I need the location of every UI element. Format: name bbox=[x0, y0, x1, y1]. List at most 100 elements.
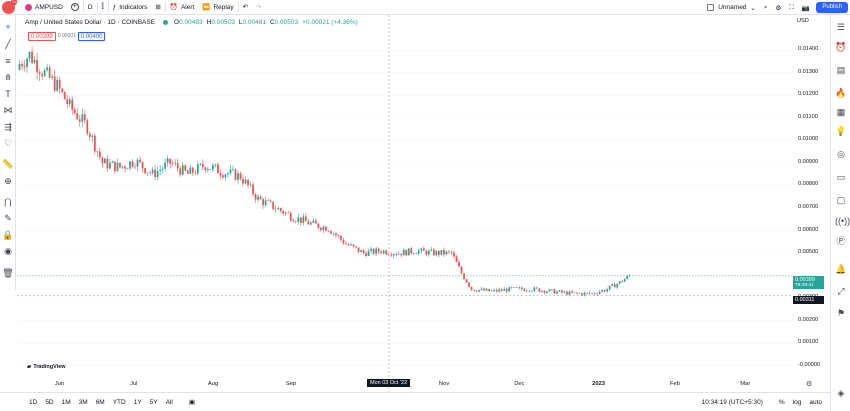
goto-date-button[interactable]: ▣ bbox=[185, 398, 199, 406]
notifications-icon[interactable]: ▢ bbox=[836, 195, 846, 205]
publish-button[interactable]: Publish bbox=[816, 2, 848, 13]
alerts-clock-icon[interactable]: ⏰ bbox=[835, 42, 847, 52]
axis-settings-gear-icon[interactable]: ⚙ bbox=[806, 381, 813, 388]
time-axis[interactable]: Mon 03 Oct '22 Jun Jul Aug Sep Nov Dec 2023 Feb… bbox=[17, 378, 793, 392]
range-button-5y[interactable]: 5Y bbox=[149, 398, 158, 406]
trend-line-icon[interactable]: ╱ bbox=[5, 39, 11, 49]
range-button-ytd[interactable]: YTD bbox=[112, 398, 126, 406]
interval-button[interactable]: D bbox=[84, 0, 97, 15]
candle-body bbox=[578, 293, 581, 294]
horizontal-lines-icon[interactable]: ≡ bbox=[5, 56, 11, 66]
range-button-1y[interactable]: 1Y bbox=[133, 398, 142, 406]
fullscreen-button[interactable]: ⛶ bbox=[785, 0, 798, 15]
symbol-search[interactable]: AMPUSD bbox=[21, 0, 67, 15]
range-buttons: 1D 5D 1M 3M 6M YTD 1Y 5Y All bbox=[25, 399, 177, 406]
crosshair-icon[interactable]: + bbox=[5, 22, 11, 32]
forecast-icon[interactable]: ⇶ bbox=[4, 122, 12, 132]
layout-name-dropdown[interactable]: Unnamed ⌄ bbox=[703, 0, 760, 15]
replay-button[interactable]: ⏪ Replay bbox=[198, 0, 237, 15]
watchlist-icon[interactable]: ☰ bbox=[836, 22, 846, 32]
user-avatar[interactable]: 11 bbox=[2, 0, 17, 14]
candle-body bbox=[63, 91, 66, 100]
timezone-clock[interactable]: 10:34:19 (UTC+5:30) bbox=[701, 399, 763, 406]
auto-toggle[interactable]: auto bbox=[809, 399, 822, 406]
candle-body bbox=[410, 248, 413, 254]
quick-search-button[interactable]: ⌕ bbox=[760, 0, 772, 15]
candle-body bbox=[500, 289, 503, 291]
buy-button[interactable]: 0.00400 bbox=[77, 32, 106, 41]
heart-icon[interactable]: ♡ bbox=[3, 138, 13, 148]
candle-body bbox=[307, 221, 310, 225]
range-button-1d[interactable]: 1D bbox=[29, 398, 38, 406]
candle-body bbox=[357, 247, 360, 252]
trading-panel-icon[interactable]: ⤢ bbox=[837, 286, 845, 296]
range-button-1m[interactable]: 1M bbox=[61, 398, 71, 406]
streams-icon[interactable]: ◎ bbox=[837, 149, 845, 159]
candle-body bbox=[156, 170, 159, 177]
sell-button[interactable]: 0.00399 bbox=[28, 32, 56, 41]
candle-body bbox=[141, 161, 144, 169]
signal-icon[interactable]: ((•)) bbox=[835, 216, 850, 226]
indicators-button[interactable]: ƒ Indicators bbox=[109, 0, 152, 15]
time-tick-label: Jul bbox=[130, 381, 138, 387]
candle-body bbox=[490, 290, 493, 292]
pitchfork-icon[interactable]: ⋔ bbox=[4, 72, 12, 82]
candle-body bbox=[299, 217, 302, 223]
trash-icon[interactable]: 🗑 bbox=[2, 268, 14, 278]
redo-button[interactable]: ↷ bbox=[252, 0, 265, 15]
trade-buttons: 0.00399 0.00001 0.00400 bbox=[28, 32, 106, 41]
time-tick-label: Jun bbox=[54, 381, 65, 387]
price-axis[interactable]: 0.01400 0.01300 0.01200 0.01100 0.01000 0.009… bbox=[793, 15, 830, 392]
lock-drawing-icon[interactable]: ✎ bbox=[4, 213, 12, 223]
data-window-icon[interactable]: ▤ bbox=[836, 65, 846, 75]
candle-body bbox=[98, 151, 101, 158]
compare-symbol-button[interactable]: + bbox=[67, 0, 83, 15]
calendar-icon[interactable]: ▦ bbox=[836, 107, 846, 117]
percent-toggle[interactable]: % bbox=[778, 399, 785, 406]
eye-icon[interactable]: ◉ bbox=[4, 246, 12, 256]
candle-body bbox=[129, 161, 131, 169]
range-button-5d[interactable]: 5D bbox=[45, 398, 54, 406]
candle-body bbox=[420, 248, 423, 251]
log-toggle[interactable]: log bbox=[792, 399, 802, 406]
layers-icon[interactable]: ◈ bbox=[837, 388, 845, 398]
ruler-icon[interactable]: 📏 bbox=[2, 159, 14, 169]
candle-body bbox=[206, 169, 209, 171]
bell-icon[interactable]: 🔔 bbox=[835, 264, 847, 274]
snapshot-button[interactable]: 📷 bbox=[798, 0, 814, 15]
candle-body bbox=[274, 209, 277, 210]
templates-button[interactable]: ⊞ bbox=[151, 0, 164, 15]
ideas-icon[interactable]: 💡 bbox=[835, 126, 847, 136]
pine-icon[interactable]: Ⓟ bbox=[836, 236, 846, 246]
candle-body bbox=[196, 164, 199, 174]
candle-body bbox=[433, 249, 435, 256]
search-icon: ⌕ bbox=[763, 3, 768, 11]
candle-body bbox=[18, 63, 21, 70]
price-tick-label: 0.00100 bbox=[798, 339, 819, 346]
object-tree-icon[interactable]: ⚑ bbox=[836, 308, 846, 318]
alert-button[interactable]: ⏰ Alert bbox=[166, 0, 198, 15]
zoom-in-icon[interactable]: ⊕ bbox=[4, 176, 12, 186]
chart-type-button[interactable]: ⫿ bbox=[98, 0, 108, 15]
candle-body bbox=[525, 290, 528, 292]
candle-body bbox=[325, 226, 327, 232]
chats-icon[interactable]: ▭ bbox=[836, 172, 846, 182]
grid-icon: ⊞ bbox=[155, 4, 161, 11]
candle-body bbox=[86, 120, 89, 134]
candle-body bbox=[109, 162, 111, 169]
time-tick-label: Nov bbox=[438, 381, 450, 387]
tradingview-watermark: ▰ TradingView bbox=[27, 364, 66, 370]
lock-icon[interactable]: 🔒 bbox=[2, 230, 14, 240]
hotlists-icon[interactable]: 🔥 bbox=[835, 88, 847, 98]
pattern-icon[interactable]: ⋈ bbox=[3, 105, 13, 115]
settings-button[interactable]: ⚙ bbox=[772, 0, 786, 15]
range-button-6m[interactable]: 6M bbox=[95, 398, 105, 406]
range-button-3m[interactable]: 3M bbox=[78, 398, 88, 406]
currency-label[interactable]: USD bbox=[797, 18, 809, 24]
candle-body bbox=[267, 200, 270, 201]
text-icon[interactable]: T bbox=[5, 89, 11, 99]
price-chart[interactable] bbox=[17, 15, 793, 392]
undo-button[interactable]: ↶ bbox=[239, 0, 252, 15]
range-button-all[interactable]: All bbox=[165, 398, 173, 406]
magnet-icon[interactable]: ⋂ bbox=[4, 197, 12, 207]
